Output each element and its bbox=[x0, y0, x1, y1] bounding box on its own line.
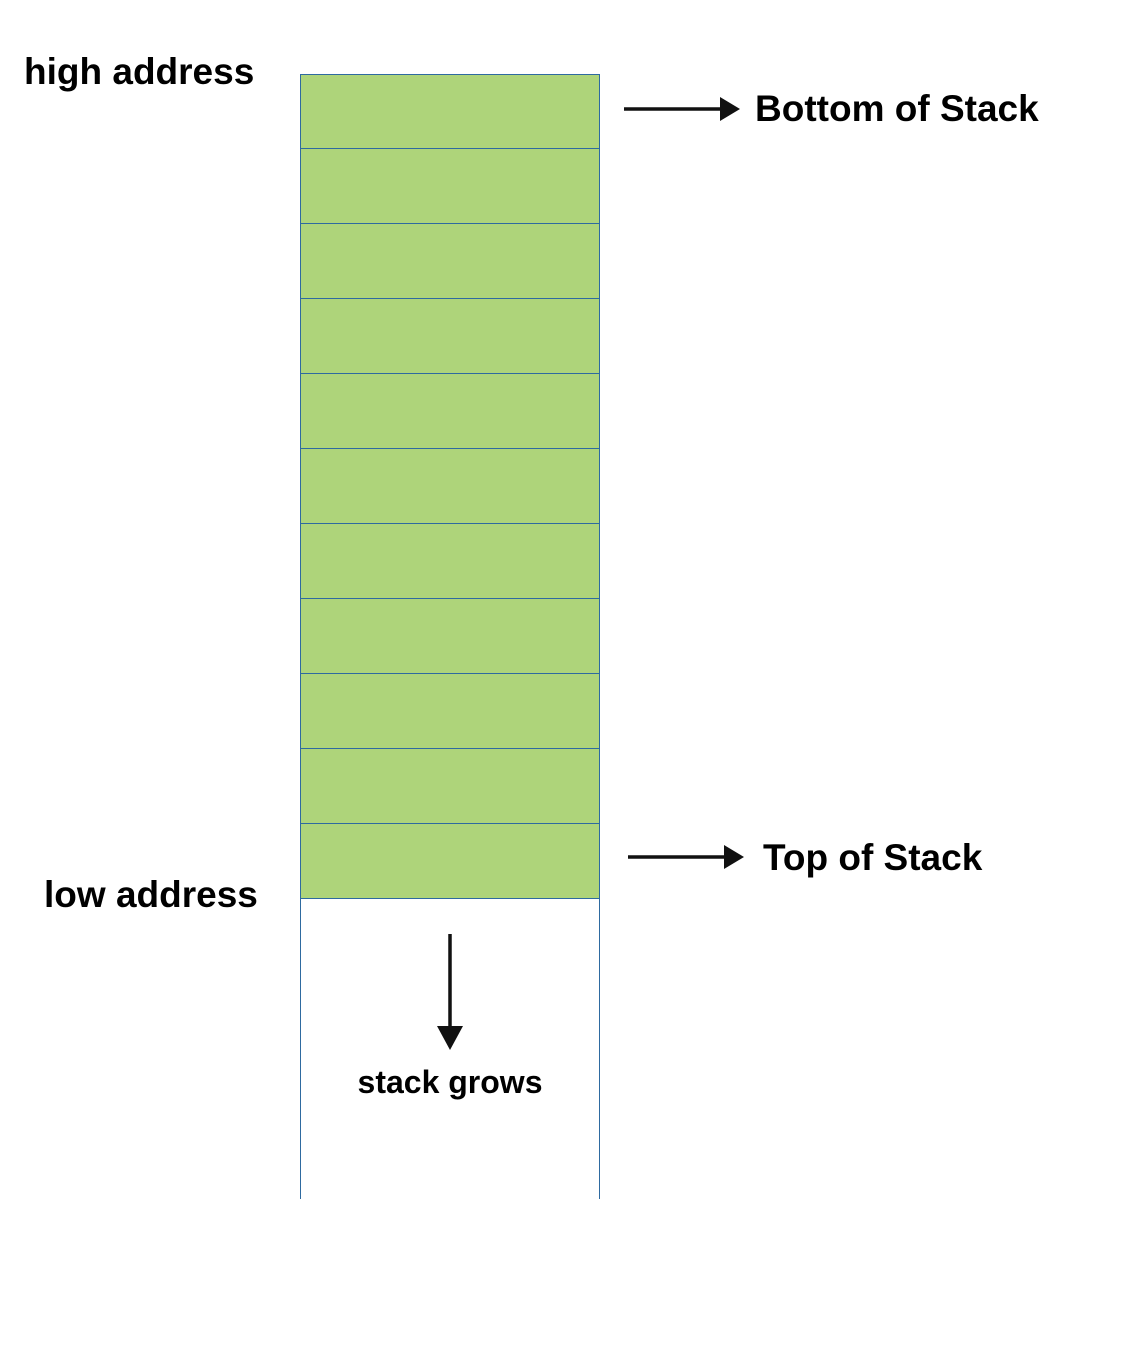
stack-cell bbox=[300, 74, 600, 149]
stack-cell bbox=[300, 524, 600, 599]
stack-cell bbox=[300, 599, 600, 674]
top-of-stack-label: Top of Stack bbox=[763, 837, 983, 878]
stack-cell bbox=[300, 224, 600, 299]
stack-column bbox=[300, 74, 600, 899]
stack-grows-label: stack grows bbox=[357, 1064, 543, 1100]
stack-cell bbox=[300, 449, 600, 524]
stack-cell bbox=[300, 674, 600, 749]
stack-cell bbox=[300, 749, 600, 824]
bottom-of-stack-arrow-icon bbox=[624, 97, 740, 121]
stack-cell bbox=[300, 824, 600, 899]
high-address-label: high address bbox=[24, 51, 255, 92]
stack-grows-arrow-icon bbox=[437, 934, 463, 1050]
top-of-stack-arrow-icon bbox=[628, 845, 744, 869]
stack-cell bbox=[300, 149, 600, 224]
stack-free-region bbox=[300, 899, 600, 1199]
bottom-of-stack-label: Bottom of Stack bbox=[755, 88, 1039, 129]
low-address-label: low address bbox=[44, 874, 258, 915]
stack-cell bbox=[300, 374, 600, 449]
stack-cell bbox=[300, 299, 600, 374]
